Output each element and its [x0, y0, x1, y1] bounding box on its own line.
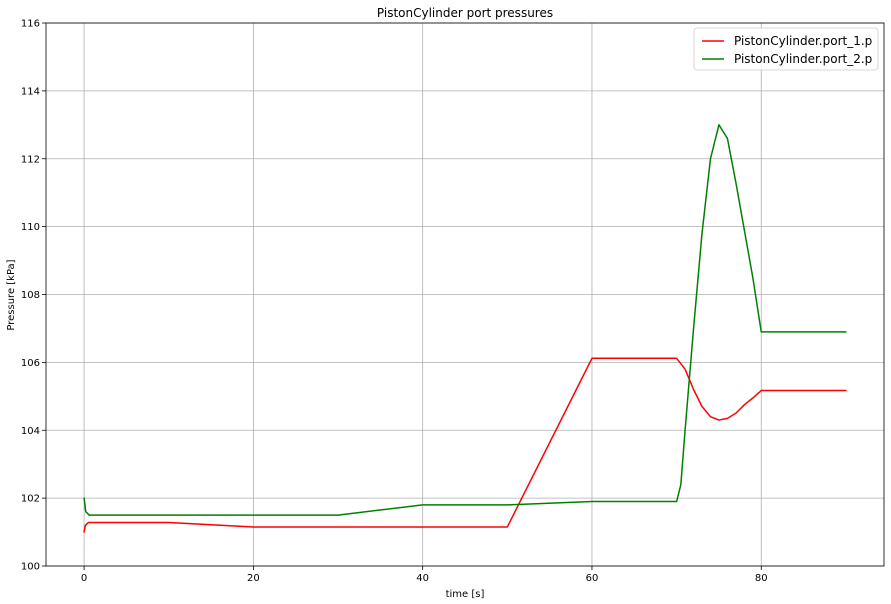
- chart-title: PistonCylinder port pressures: [377, 6, 553, 20]
- x-axis-ticks: 0 20 40 60 80: [81, 566, 768, 584]
- series-layer: [83, 124, 847, 533]
- legend-label-1: PistonCylinder.port_1.p: [734, 34, 872, 48]
- legend-label-2: PistonCylinder.port_2.p: [734, 52, 872, 66]
- y-tick-label: 110: [21, 222, 40, 233]
- y-tick-label: 100: [21, 562, 40, 573]
- series-line-2: [83, 124, 847, 516]
- y-tick-label: 108: [21, 290, 40, 301]
- x-tick-label: 20: [247, 573, 260, 584]
- legend-box: [693, 27, 879, 71]
- x-tick-label: 0: [81, 573, 87, 584]
- y-tick-label: 104: [21, 426, 40, 437]
- x-tick-label: 40: [416, 573, 429, 584]
- x-axis-title: time [s]: [446, 589, 485, 600]
- y-tick-label: 102: [21, 494, 40, 505]
- x-tick-label: 80: [755, 573, 768, 584]
- legend: PistonCylinder.port_1.p PistonCylinder.po…: [693, 27, 879, 71]
- series-line-1: [83, 357, 847, 533]
- y-axis-title: Pressure [kPa]: [6, 259, 17, 330]
- y-tick-label: 112: [21, 154, 40, 165]
- y-axis-ticks: 100 102 104 106 108 110 112 114 116: [21, 19, 46, 573]
- y-tick-label: 106: [21, 358, 40, 369]
- y-tick-label: 114: [21, 86, 40, 97]
- x-tick-label: 60: [586, 573, 599, 584]
- y-tick-label: 116: [21, 19, 40, 30]
